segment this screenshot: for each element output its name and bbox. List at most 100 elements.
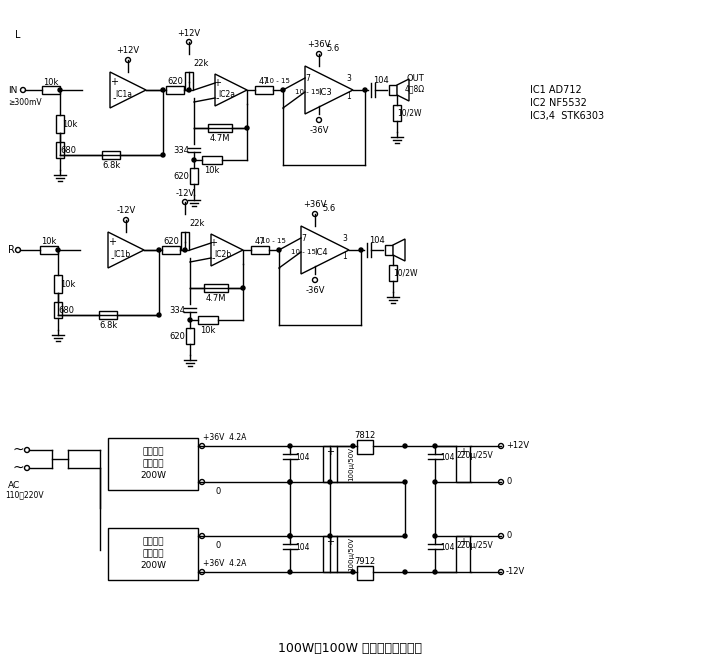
Circle shape bbox=[288, 570, 292, 574]
Polygon shape bbox=[305, 66, 353, 114]
Text: -36V: -36V bbox=[309, 125, 329, 135]
Text: 7912: 7912 bbox=[354, 558, 375, 566]
Text: 104: 104 bbox=[369, 235, 385, 245]
Text: 0: 0 bbox=[216, 487, 221, 495]
Bar bbox=[56, 142, 64, 158]
Text: 0: 0 bbox=[506, 532, 511, 540]
Bar bbox=[357, 440, 373, 454]
Circle shape bbox=[288, 480, 292, 484]
Polygon shape bbox=[215, 74, 247, 106]
Text: -12V: -12V bbox=[506, 568, 525, 577]
Bar bbox=[389, 265, 397, 281]
Text: +: + bbox=[213, 78, 221, 88]
Text: 4～8Ω: 4～8Ω bbox=[405, 84, 425, 93]
Text: 680: 680 bbox=[60, 145, 76, 154]
Text: 10k: 10k bbox=[200, 326, 216, 335]
Circle shape bbox=[58, 88, 62, 92]
Text: 7: 7 bbox=[302, 233, 306, 243]
Text: 7812: 7812 bbox=[354, 430, 375, 440]
Circle shape bbox=[56, 248, 60, 252]
Text: 620: 620 bbox=[163, 237, 179, 245]
Text: 10k: 10k bbox=[43, 78, 59, 86]
Text: 1: 1 bbox=[346, 91, 351, 101]
Polygon shape bbox=[110, 72, 146, 108]
Circle shape bbox=[281, 88, 285, 92]
Text: +: + bbox=[110, 77, 118, 87]
Text: 10 - 15: 10 - 15 bbox=[264, 78, 289, 84]
Text: +: + bbox=[459, 447, 467, 457]
Polygon shape bbox=[301, 226, 349, 274]
Text: +36V: +36V bbox=[303, 200, 327, 208]
Bar bbox=[255, 86, 273, 94]
Bar bbox=[456, 446, 470, 482]
Circle shape bbox=[351, 444, 355, 448]
Text: 620: 620 bbox=[173, 172, 189, 180]
Circle shape bbox=[245, 126, 249, 130]
Bar bbox=[99, 311, 117, 319]
Circle shape bbox=[187, 40, 192, 44]
Circle shape bbox=[25, 465, 30, 471]
Circle shape bbox=[25, 448, 30, 453]
Text: +: + bbox=[326, 537, 334, 547]
Circle shape bbox=[288, 534, 292, 538]
Bar bbox=[54, 302, 62, 318]
Circle shape bbox=[241, 286, 245, 290]
Text: 620: 620 bbox=[169, 332, 185, 341]
Text: 22k: 22k bbox=[193, 58, 209, 68]
Bar bbox=[102, 151, 120, 159]
Text: IC2b: IC2b bbox=[214, 249, 232, 259]
Text: +12V: +12V bbox=[506, 442, 529, 450]
Text: 10k: 10k bbox=[62, 119, 78, 129]
Text: -: - bbox=[112, 93, 116, 103]
Text: +: + bbox=[108, 237, 116, 247]
Bar bbox=[204, 284, 228, 292]
Circle shape bbox=[288, 534, 292, 538]
Text: 10k: 10k bbox=[41, 237, 57, 245]
Text: 110～220V: 110～220V bbox=[5, 491, 44, 499]
Circle shape bbox=[403, 480, 407, 484]
Text: 104: 104 bbox=[440, 542, 455, 552]
Bar bbox=[108, 438, 198, 490]
Text: 10 - 15: 10 - 15 bbox=[295, 89, 320, 95]
Bar bbox=[54, 275, 62, 293]
Circle shape bbox=[188, 318, 192, 322]
Text: IC1a: IC1a bbox=[115, 90, 132, 99]
Text: -: - bbox=[215, 93, 218, 103]
Text: 104: 104 bbox=[440, 453, 455, 461]
Circle shape bbox=[403, 534, 407, 538]
Text: 5.6: 5.6 bbox=[327, 44, 339, 52]
Bar bbox=[389, 85, 397, 95]
Text: IC3,4  STK6303: IC3,4 STK6303 bbox=[530, 111, 604, 121]
Text: 104: 104 bbox=[295, 453, 309, 461]
Text: 10 - 15: 10 - 15 bbox=[291, 249, 315, 255]
Text: 进口开关: 进口开关 bbox=[142, 538, 164, 546]
Text: 100W＋100W 功放及电源接线图: 100W＋100W 功放及电源接线图 bbox=[278, 642, 422, 654]
Bar bbox=[56, 115, 64, 133]
Text: IC1 AD712: IC1 AD712 bbox=[530, 85, 582, 95]
Bar bbox=[162, 246, 180, 254]
Bar bbox=[185, 72, 193, 90]
Circle shape bbox=[498, 534, 503, 538]
Circle shape bbox=[161, 153, 165, 157]
Text: IN: IN bbox=[8, 86, 18, 95]
Circle shape bbox=[403, 444, 407, 448]
Text: IC3: IC3 bbox=[318, 88, 332, 97]
Bar bbox=[208, 124, 232, 132]
Text: AC: AC bbox=[8, 481, 21, 489]
Text: -36V: -36V bbox=[305, 286, 325, 294]
Text: 104: 104 bbox=[295, 542, 309, 552]
Text: 0: 0 bbox=[216, 540, 221, 550]
Circle shape bbox=[16, 247, 21, 253]
Circle shape bbox=[157, 248, 161, 252]
Text: +: + bbox=[209, 238, 217, 248]
Text: -: - bbox=[211, 253, 215, 263]
Circle shape bbox=[403, 570, 407, 574]
Bar bbox=[108, 528, 198, 580]
Bar bbox=[323, 536, 337, 572]
Text: +36V: +36V bbox=[308, 40, 331, 48]
Text: OUT: OUT bbox=[406, 74, 424, 82]
Text: 220μ/25V: 220μ/25V bbox=[457, 452, 493, 461]
Text: 334: 334 bbox=[169, 306, 185, 314]
Text: R: R bbox=[8, 245, 15, 255]
Circle shape bbox=[199, 570, 204, 575]
